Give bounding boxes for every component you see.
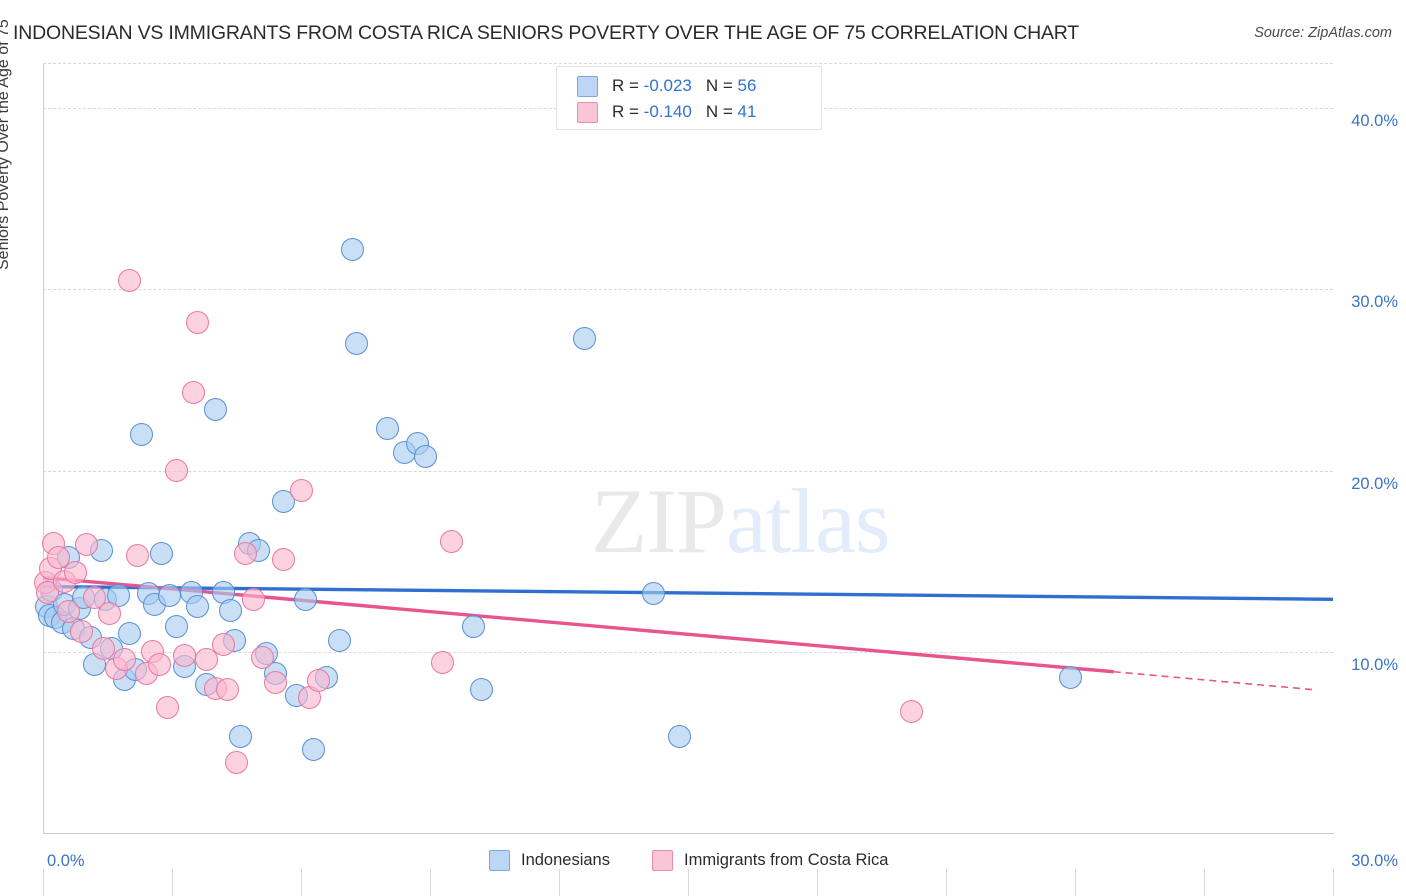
x-axis-tick: [1075, 869, 1076, 896]
page-title: INDONESIAN VS IMMIGRANTS FROM COSTA RICA…: [13, 22, 1080, 44]
y-axis-label: 40.0%: [1351, 112, 1398, 131]
scatter-point[interactable]: [306, 669, 330, 693]
scatter-point[interactable]: [212, 633, 236, 657]
scatter-point[interactable]: [900, 700, 924, 724]
scatter-point[interactable]: [341, 238, 365, 262]
scatter-point[interactable]: [573, 326, 597, 350]
scatter-point[interactable]: [130, 422, 154, 446]
x-axis-tick: [1204, 869, 1205, 896]
scatter-point[interactable]: [117, 268, 141, 292]
scatter-point[interactable]: [302, 738, 326, 762]
series-legend: Indonesians Immigrants from Costa Rica: [489, 850, 930, 871]
legend-swatch-pink: [577, 101, 598, 123]
scatter-point[interactable]: [218, 598, 242, 622]
scatter-point[interactable]: [91, 636, 115, 660]
scatter-point[interactable]: [126, 544, 150, 568]
x-axis-tick: [172, 869, 173, 896]
series-swatch-pink: [652, 850, 673, 871]
scatter-point[interactable]: [233, 542, 257, 566]
scatter-point[interactable]: [414, 444, 438, 468]
x-axis-label-min: 0.0%: [47, 852, 85, 870]
y-axis-label: 20.0%: [1351, 474, 1398, 493]
x-axis-line: [43, 833, 1334, 834]
scatter-point[interactable]: [216, 678, 240, 702]
series-swatch-blue: [489, 850, 510, 871]
x-axis-tick: [1333, 869, 1334, 896]
scatter-point[interactable]: [642, 582, 666, 606]
scatter-point[interactable]: [57, 600, 81, 624]
scatter-point[interactable]: [250, 645, 274, 669]
series-label-costa-rica: Immigrants from Costa Rica: [684, 851, 889, 869]
scatter-point[interactable]: [164, 614, 188, 638]
scatter-point[interactable]: [461, 614, 485, 638]
x-axis-tick: [946, 869, 947, 896]
y-axis-label: 10.0%: [1351, 655, 1398, 674]
scatter-point[interactable]: [149, 542, 173, 566]
legend-row-costa-rica: R = -0.140 N = 41: [577, 99, 756, 125]
correlation-legend: R = -0.023 N = 56 R = -0.140 N = 41: [556, 66, 822, 130]
x-axis-tick: [43, 869, 44, 896]
scatter-point[interactable]: [431, 651, 455, 675]
gridline-top: [43, 63, 1333, 64]
legend-stats-pink: R = -0.140 N = 41: [612, 102, 757, 121]
gridline: [43, 289, 1333, 291]
series-legend-item-costa-rica[interactable]: Immigrants from Costa Rica: [652, 850, 888, 871]
scatter-point[interactable]: [70, 620, 94, 644]
y-axis-line: [43, 63, 44, 833]
plot-area: ZIPatlas: [33, 63, 1334, 896]
scatter-point[interactable]: [98, 602, 122, 626]
scatter-point[interactable]: [194, 647, 218, 671]
scatter-point[interactable]: [293, 587, 317, 611]
series-legend-item-indonesians[interactable]: Indonesians: [489, 850, 610, 871]
scatter-point[interactable]: [147, 653, 171, 676]
x-axis-tick: [301, 869, 302, 896]
legend-row-indonesians: R = -0.023 N = 56: [577, 73, 756, 99]
scatter-point[interactable]: [156, 696, 180, 720]
scatter-point[interactable]: [242, 587, 266, 611]
y-axis-label: 30.0%: [1351, 293, 1398, 312]
scatter-point[interactable]: [83, 585, 107, 609]
scatter-point[interactable]: [328, 629, 352, 653]
scatter-point[interactable]: [470, 678, 494, 702]
scatter-point[interactable]: [225, 750, 248, 774]
x-axis-tick: [688, 869, 689, 896]
legend-stats-blue: R = -0.023 N = 56: [612, 76, 757, 95]
gridline: [43, 651, 1333, 653]
scatter-point[interactable]: [667, 725, 691, 749]
x-axis-tick: [430, 869, 431, 896]
scatter-point[interactable]: [182, 381, 205, 405]
scatter-point[interactable]: [272, 489, 296, 513]
x-axis-label-max: 30.0%: [1351, 852, 1398, 870]
scatter-point[interactable]: [345, 332, 369, 356]
scatter-point[interactable]: [46, 546, 70, 570]
trendline-dashed: [1113, 670, 1316, 691]
scatter-point[interactable]: [63, 560, 87, 584]
scatter-point[interactable]: [229, 725, 253, 749]
scatter-point[interactable]: [186, 310, 210, 334]
scatter-point[interactable]: [272, 547, 296, 571]
x-axis-tick: [817, 869, 818, 896]
legend-swatch-blue: [577, 75, 598, 97]
scatter-point[interactable]: [113, 647, 137, 671]
scatter-point[interactable]: [164, 459, 188, 483]
gridline: [43, 470, 1333, 472]
source-label: Source: ZipAtlas.com: [1254, 25, 1392, 41]
scatter-point[interactable]: [1059, 665, 1083, 689]
scatter-point[interactable]: [440, 529, 463, 553]
y-axis-title: Seniors Poverty Over the Age of 75: [0, 19, 12, 270]
scatter-point[interactable]: [117, 622, 141, 646]
scatter-point[interactable]: [289, 479, 313, 503]
trendlines: [42, 575, 1334, 691]
scatter-point[interactable]: [263, 671, 287, 695]
scatter-point[interactable]: [203, 397, 227, 421]
series-label-indonesians: Indonesians: [521, 851, 610, 869]
scatter-point[interactable]: [74, 533, 98, 557]
x-axis-tick: [559, 869, 560, 896]
scatter-point[interactable]: [375, 417, 399, 441]
scatter-point[interactable]: [186, 595, 210, 619]
